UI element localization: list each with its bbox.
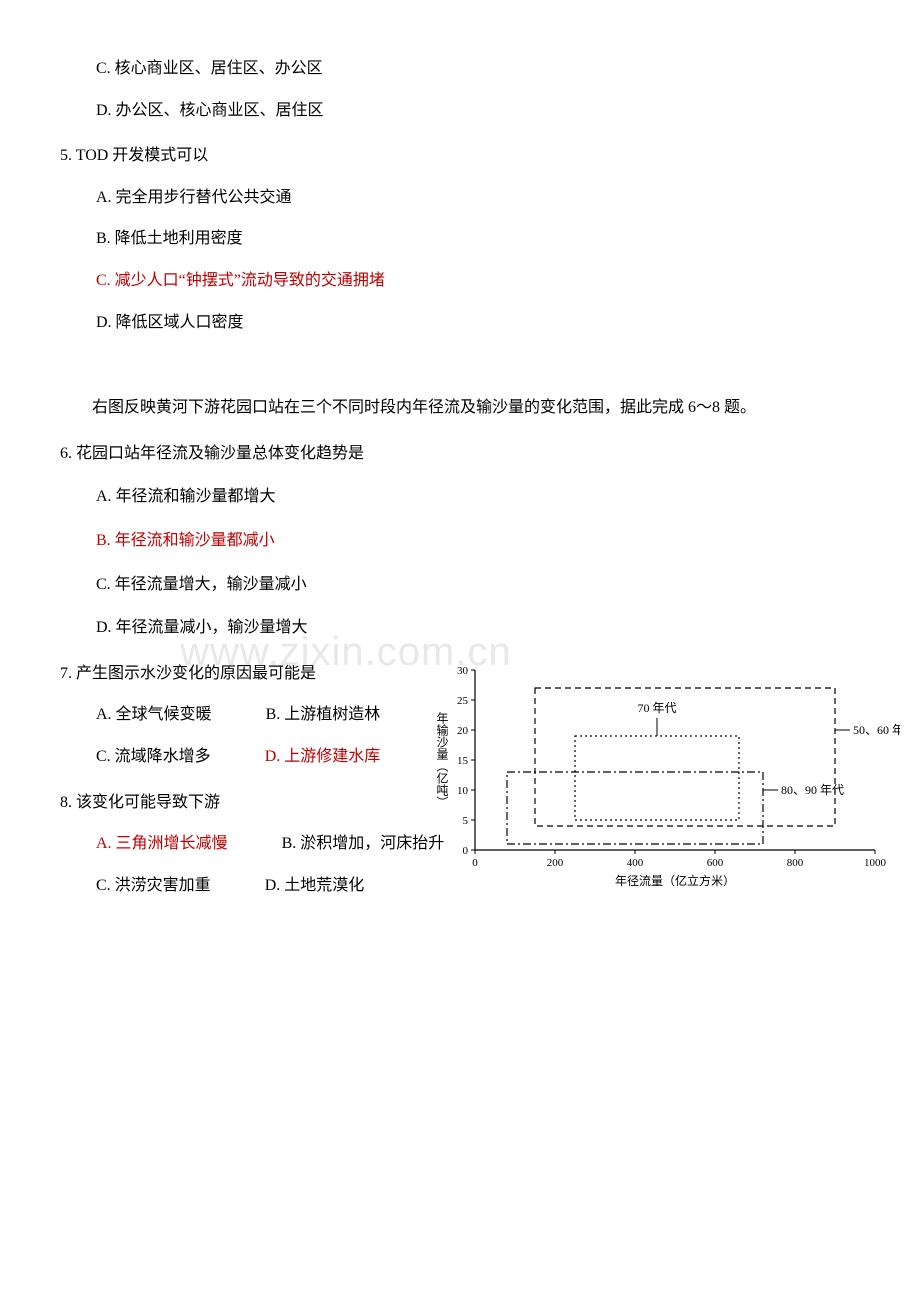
svg-text:5: 5 xyxy=(463,815,469,827)
svg-text:0: 0 xyxy=(463,845,469,857)
q8-option-c: C. 洪涝灾害加重 xyxy=(96,873,211,899)
svg-text:15: 15 xyxy=(457,755,469,767)
q7-option-d: D. 上游修建水库 xyxy=(265,744,381,770)
q6-option-a: A. 年径流和输沙量都增大 xyxy=(96,484,460,510)
svg-text:10: 10 xyxy=(457,785,469,797)
q8-option-d: D. 土地荒漠化 xyxy=(265,873,365,899)
q8-option-a: A. 三角洲增长减慢 xyxy=(96,831,228,857)
q6-option-b: B. 年径流和输沙量都减小 xyxy=(96,528,460,554)
q6-option-c: C. 年径流量增大，输沙量减小 xyxy=(96,572,460,598)
q5-option-a: A. 完全用步行替代公共交通 xyxy=(96,185,860,211)
q7-option-a: A. 全球气候变暖 xyxy=(96,702,212,728)
q4-option-c: C. 核心商业区、居住区、办公区 xyxy=(96,56,860,82)
svg-text:200: 200 xyxy=(547,857,564,869)
svg-text:20: 20 xyxy=(457,725,469,737)
label-70: 70 年代 xyxy=(637,701,676,715)
svg-text:400: 400 xyxy=(627,857,644,869)
region-5060 xyxy=(535,688,835,826)
q7-option-b: B. 上游植树造林 xyxy=(266,702,381,728)
q6-stem: 6. 花园口站年径流及输沙量总体变化趋势是 xyxy=(60,441,460,467)
chart-xlabel: 年径流量（亿立方米） xyxy=(615,873,735,888)
intro-text: 右图反映黄河下游花园口站在三个不同时段内年径流及输沙量的变化范围，据此完成 6～… xyxy=(60,395,860,421)
q6-option-d: D. 年径流量减小，输沙量增大 xyxy=(96,615,460,641)
region-70 xyxy=(575,736,739,820)
svg-text:0: 0 xyxy=(472,857,478,869)
label-5060: 50、60 年代 xyxy=(853,723,900,737)
q8-option-b: B. 淤积增加，河床抬升 xyxy=(282,831,445,857)
svg-text:800: 800 xyxy=(787,857,804,869)
svg-text:600: 600 xyxy=(707,857,724,869)
q5-option-b: B. 降低土地利用密度 xyxy=(96,226,860,252)
q7-option-c: C. 流域降水增多 xyxy=(96,744,211,770)
chart-ylabel: 年输沙量（亿吨） xyxy=(435,712,449,808)
q5-stem: 5. TOD 开发模式可以 xyxy=(60,143,860,169)
label-8090: 80、90 年代 xyxy=(781,783,844,797)
svg-text:1000: 1000 xyxy=(864,857,887,869)
q4-option-d: D. 办公区、核心商业区、居住区 xyxy=(96,98,860,124)
region-8090 xyxy=(507,772,763,844)
svg-text:25: 25 xyxy=(457,695,469,707)
q5-option-d: D. 降低区域人口密度 xyxy=(96,310,860,336)
sediment-flow-chart: 年输沙量（亿吨） 0 200 400 600 800 1000 0 5 10 xyxy=(430,660,900,900)
q5-option-c: C. 减少人口“钟摆式”流动导致的交通拥堵 xyxy=(96,268,860,294)
svg-text:30: 30 xyxy=(457,665,469,677)
